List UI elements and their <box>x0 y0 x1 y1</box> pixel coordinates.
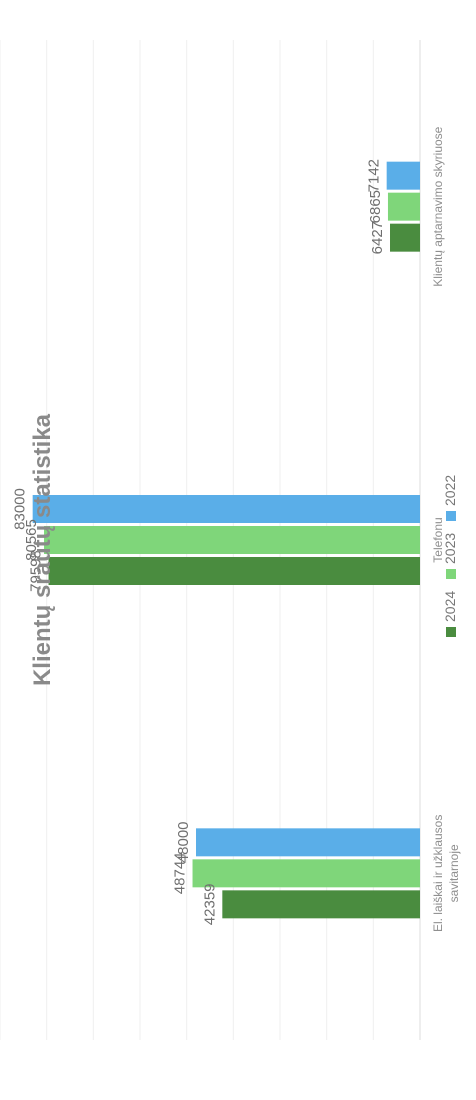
bars <box>32 161 421 919</box>
value-label-2023-2: 6865 <box>367 190 384 223</box>
bar-2024-1 <box>48 557 421 585</box>
bar-2022-0 <box>196 828 420 857</box>
value-label-2024-0: 42359 <box>201 883 218 925</box>
legend-swatch-2022 <box>446 511 456 521</box>
category-labels: El. laiškai ir užklausos savitarnoje Telef… <box>431 126 461 932</box>
bar-2024-0 <box>222 890 420 919</box>
value-label-2024-2: 6427 <box>369 221 386 254</box>
legend-swatch-2023 <box>446 569 456 579</box>
category-label-2: Klientų aptarnavimo skyriuose <box>431 126 445 286</box>
chart-title: Klientų srautų statistika <box>29 413 56 686</box>
bar-2022-1 <box>32 495 421 523</box>
legend-swatch-2024 <box>446 627 456 637</box>
legend-label-2024: 2024 <box>442 591 458 622</box>
value-label-2024-1: 79598 <box>28 550 45 592</box>
value-label-2022-2: 7142 <box>366 159 383 192</box>
value-label-2023-1: 80565 <box>23 519 40 561</box>
value-label-2022-0: 48000 <box>175 821 192 863</box>
value-label-2023-0: 48744 <box>172 852 189 894</box>
category-label-1: Telefonu <box>431 517 445 562</box>
category-label-0: El. laiškai ir užklausos savitarnoje <box>431 815 461 932</box>
bar-2023-1 <box>44 526 420 554</box>
legend-label-2023: 2023 <box>442 533 458 564</box>
bar-2023-0 <box>192 859 420 888</box>
bar-2024-2 <box>390 223 420 252</box>
legend: 2024 2023 2022 <box>442 475 458 637</box>
legend-label-2022: 2022 <box>442 475 458 506</box>
value-label-2022-1: 83000 <box>12 488 29 530</box>
bar-2023-2 <box>387 192 421 221</box>
bar-2022-2 <box>386 161 420 190</box>
